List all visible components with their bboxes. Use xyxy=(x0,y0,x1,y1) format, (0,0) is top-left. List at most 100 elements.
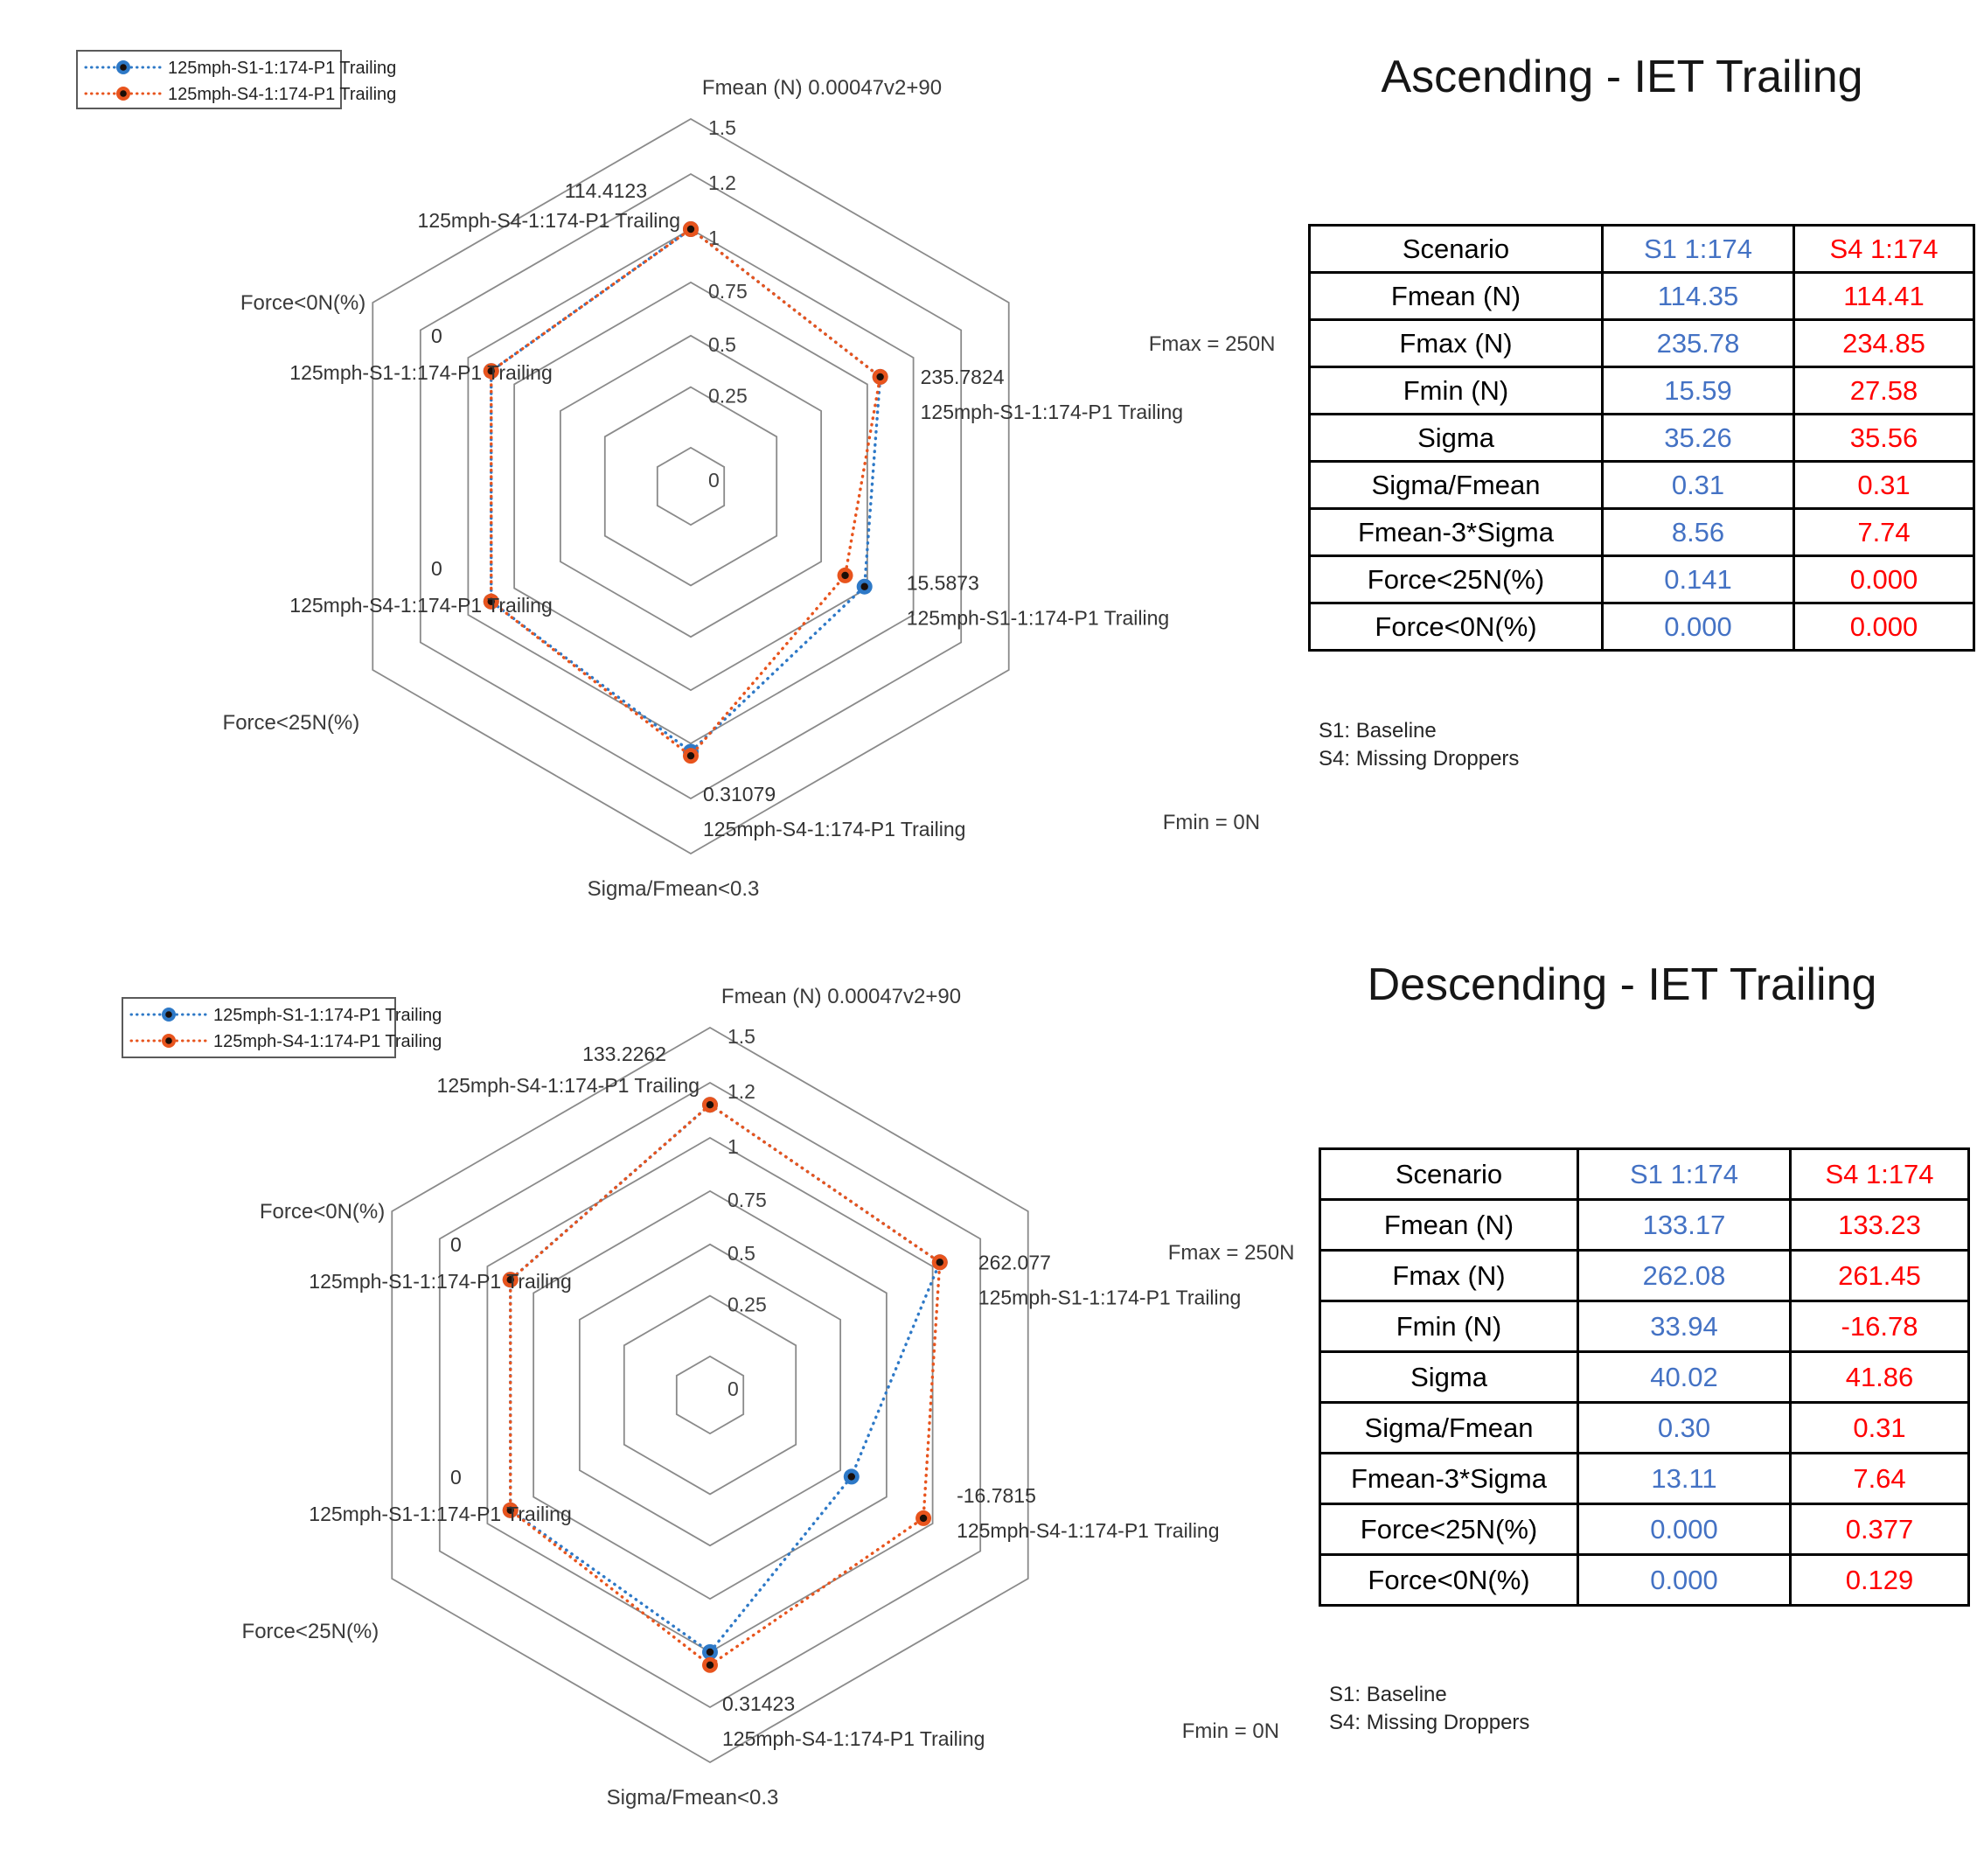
ring-tick-label: 1.2 xyxy=(727,1080,755,1103)
series-line xyxy=(509,1103,942,1655)
table-cell: -16.78 xyxy=(1789,1300,1970,1353)
table-cell: 114.35 xyxy=(1601,271,1795,321)
table-cell: 7.64 xyxy=(1789,1452,1970,1505)
legend-item-label: 125mph-S1-1:174-P1 Trailing xyxy=(168,59,396,78)
data-label: 125mph-S1-1:174-P1 Trailing xyxy=(289,361,552,384)
table-header-cell: Scenario xyxy=(1319,1147,1579,1201)
series-marker-core xyxy=(686,225,695,234)
data-label: 125mph-S1-1:174-P1 Trailing xyxy=(978,1286,1241,1308)
ring-tick-label: 0.5 xyxy=(727,1242,755,1265)
series-marker-core xyxy=(936,1259,943,1266)
series-line xyxy=(509,1103,942,1667)
table-row: Fmax (N) 262.08 261.45 xyxy=(1319,1249,1970,1302)
table-cell: Fmean (N) xyxy=(1308,271,1604,321)
data-label: 0 xyxy=(450,1233,462,1256)
table-cell: 15.59 xyxy=(1601,366,1795,415)
table-cell: Force<0N(%) xyxy=(1308,602,1604,652)
table-row: Fmax (N) 235.78 234.85 xyxy=(1308,318,1975,368)
ring-tick-label: 0.75 xyxy=(727,1189,767,1211)
ring-tick-label: 1.5 xyxy=(708,116,736,139)
table-header-cell: S4 1:174 xyxy=(1793,224,1975,274)
table-row: Fmin (N) 33.94 -16.78 xyxy=(1319,1300,1970,1353)
table-row: Sigma/Fmean 0.30 0.31 xyxy=(1319,1401,1970,1454)
grid-ring xyxy=(578,1243,842,1547)
series-marker-core xyxy=(706,1648,714,1656)
axis-title: Force<0N(%) xyxy=(240,291,365,315)
data-label: 235.7824 xyxy=(921,366,1005,388)
table-cell: 0.000 xyxy=(1577,1553,1792,1607)
table-cell: 234.85 xyxy=(1793,318,1975,368)
ring-tick-label: 1.2 xyxy=(708,171,736,194)
legend-item-label: 125mph-S4-1:174-P1 Trailing xyxy=(168,85,396,104)
axis-title: Force<25N(%) xyxy=(242,1620,379,1643)
section-title-ascending: Ascending - IET Trailing xyxy=(1381,52,1863,102)
data-label: 125mph-S1-1:174-P1 Trailing xyxy=(309,1270,571,1293)
legend-swatch-marker-core xyxy=(165,1011,172,1018)
table-cell: 7.74 xyxy=(1793,507,1975,557)
table-row: Force<25N(%) 0.000 0.377 xyxy=(1319,1503,1970,1556)
table-cell: 0.31 xyxy=(1793,460,1975,510)
table-cell: 0.000 xyxy=(1793,602,1975,652)
axis-title: Fmin = 0N xyxy=(1163,811,1260,834)
table-header-cell: S1 1:174 xyxy=(1577,1147,1792,1201)
table-row: Fmin (N) 15.59 27.58 xyxy=(1308,366,1975,415)
table-header-cell: S1 1:174 xyxy=(1601,224,1795,274)
legend-swatch-marker-core xyxy=(165,1037,172,1044)
data-label: 125mph-S4-1:174-P1 Trailing xyxy=(289,594,552,617)
legend-swatch-marker-core xyxy=(120,64,127,71)
table-cell: 0.000 xyxy=(1793,554,1975,604)
table-row: Fmean-3*Sigma 8.56 7.74 xyxy=(1308,507,1975,557)
table-cell: 33.94 xyxy=(1577,1300,1792,1353)
ring-tick-label: 1 xyxy=(708,227,720,249)
grid-ring xyxy=(533,1189,888,1601)
table-row: Force<25N(%) 0.141 0.000 xyxy=(1308,554,1975,604)
table-cell: 0.000 xyxy=(1577,1503,1792,1556)
series-marker-core xyxy=(686,751,695,760)
grid-ring xyxy=(438,1081,982,1709)
table-cell: 114.41 xyxy=(1793,271,1975,321)
table-cell: 8.56 xyxy=(1601,507,1795,557)
data-label: 125mph-S4-1:174-P1 Trailing xyxy=(418,209,680,232)
table-cell: 235.78 xyxy=(1601,318,1795,368)
data-label: 0 xyxy=(431,324,442,347)
results-table-descending: Scenario S1 1:174 S4 1:174 Fmean (N) 133.17 1… xyxy=(1319,1147,1970,1607)
series-marker-core xyxy=(847,1473,855,1481)
grid-ring xyxy=(486,1136,934,1654)
table-cell: Sigma/Fmean xyxy=(1308,460,1604,510)
series-marker-core xyxy=(506,1276,514,1284)
table-header-cell: Scenario xyxy=(1308,224,1604,274)
grid-ring xyxy=(656,446,726,527)
ring-tick-label: 0.75 xyxy=(708,280,748,303)
table-cell: Force<25N(%) xyxy=(1319,1503,1579,1556)
data-label: 125mph-S1-1:174-P1 Trailing xyxy=(309,1503,571,1525)
table-cell: 35.56 xyxy=(1793,413,1975,463)
data-label: 0 xyxy=(431,557,442,580)
table-cell: Sigma/Fmean xyxy=(1319,1401,1579,1454)
data-label: 125mph-S1-1:174-P1 Trailing xyxy=(921,401,1183,423)
grid-ring xyxy=(467,227,915,745)
table-row: Fmean-3*Sigma 13.11 7.64 xyxy=(1319,1452,1970,1505)
axis-title: Fmax = 250N xyxy=(1149,332,1276,356)
series-marker-core xyxy=(860,582,868,590)
table-header-row: Scenario S1 1:174 S4 1:174 xyxy=(1308,224,1975,274)
ring-tick-label: 0.5 xyxy=(708,333,736,356)
footnote-s4-ascending: S4: Missing Droppers xyxy=(1319,747,1520,771)
axis-title: Fmax = 250N xyxy=(1168,1241,1295,1265)
axis-title: Sigma/Fmean<0.3 xyxy=(588,877,760,901)
data-label: 125mph-S4-1:174-P1 Trailing xyxy=(722,1727,985,1750)
ring-tick-label: 1 xyxy=(727,1135,739,1158)
table-row: Sigma 35.26 35.56 xyxy=(1308,413,1975,463)
table-cell: 261.45 xyxy=(1789,1249,1970,1302)
table-cell: Fmax (N) xyxy=(1308,318,1604,368)
table-row: Fmean (N) 114.35 114.41 xyxy=(1308,271,1975,321)
table-cell: 133.23 xyxy=(1789,1198,1970,1252)
series-marker-core xyxy=(506,1506,514,1514)
series-marker-core xyxy=(876,373,884,381)
data-label: 0.31423 xyxy=(722,1692,795,1715)
table-cell: 27.58 xyxy=(1793,366,1975,415)
series-marker-core xyxy=(706,1661,714,1670)
legend-swatch-marker-core xyxy=(120,90,127,97)
table-cell: Fmean-3*Sigma xyxy=(1308,507,1604,557)
table-header-cell: S4 1:174 xyxy=(1789,1147,1970,1201)
